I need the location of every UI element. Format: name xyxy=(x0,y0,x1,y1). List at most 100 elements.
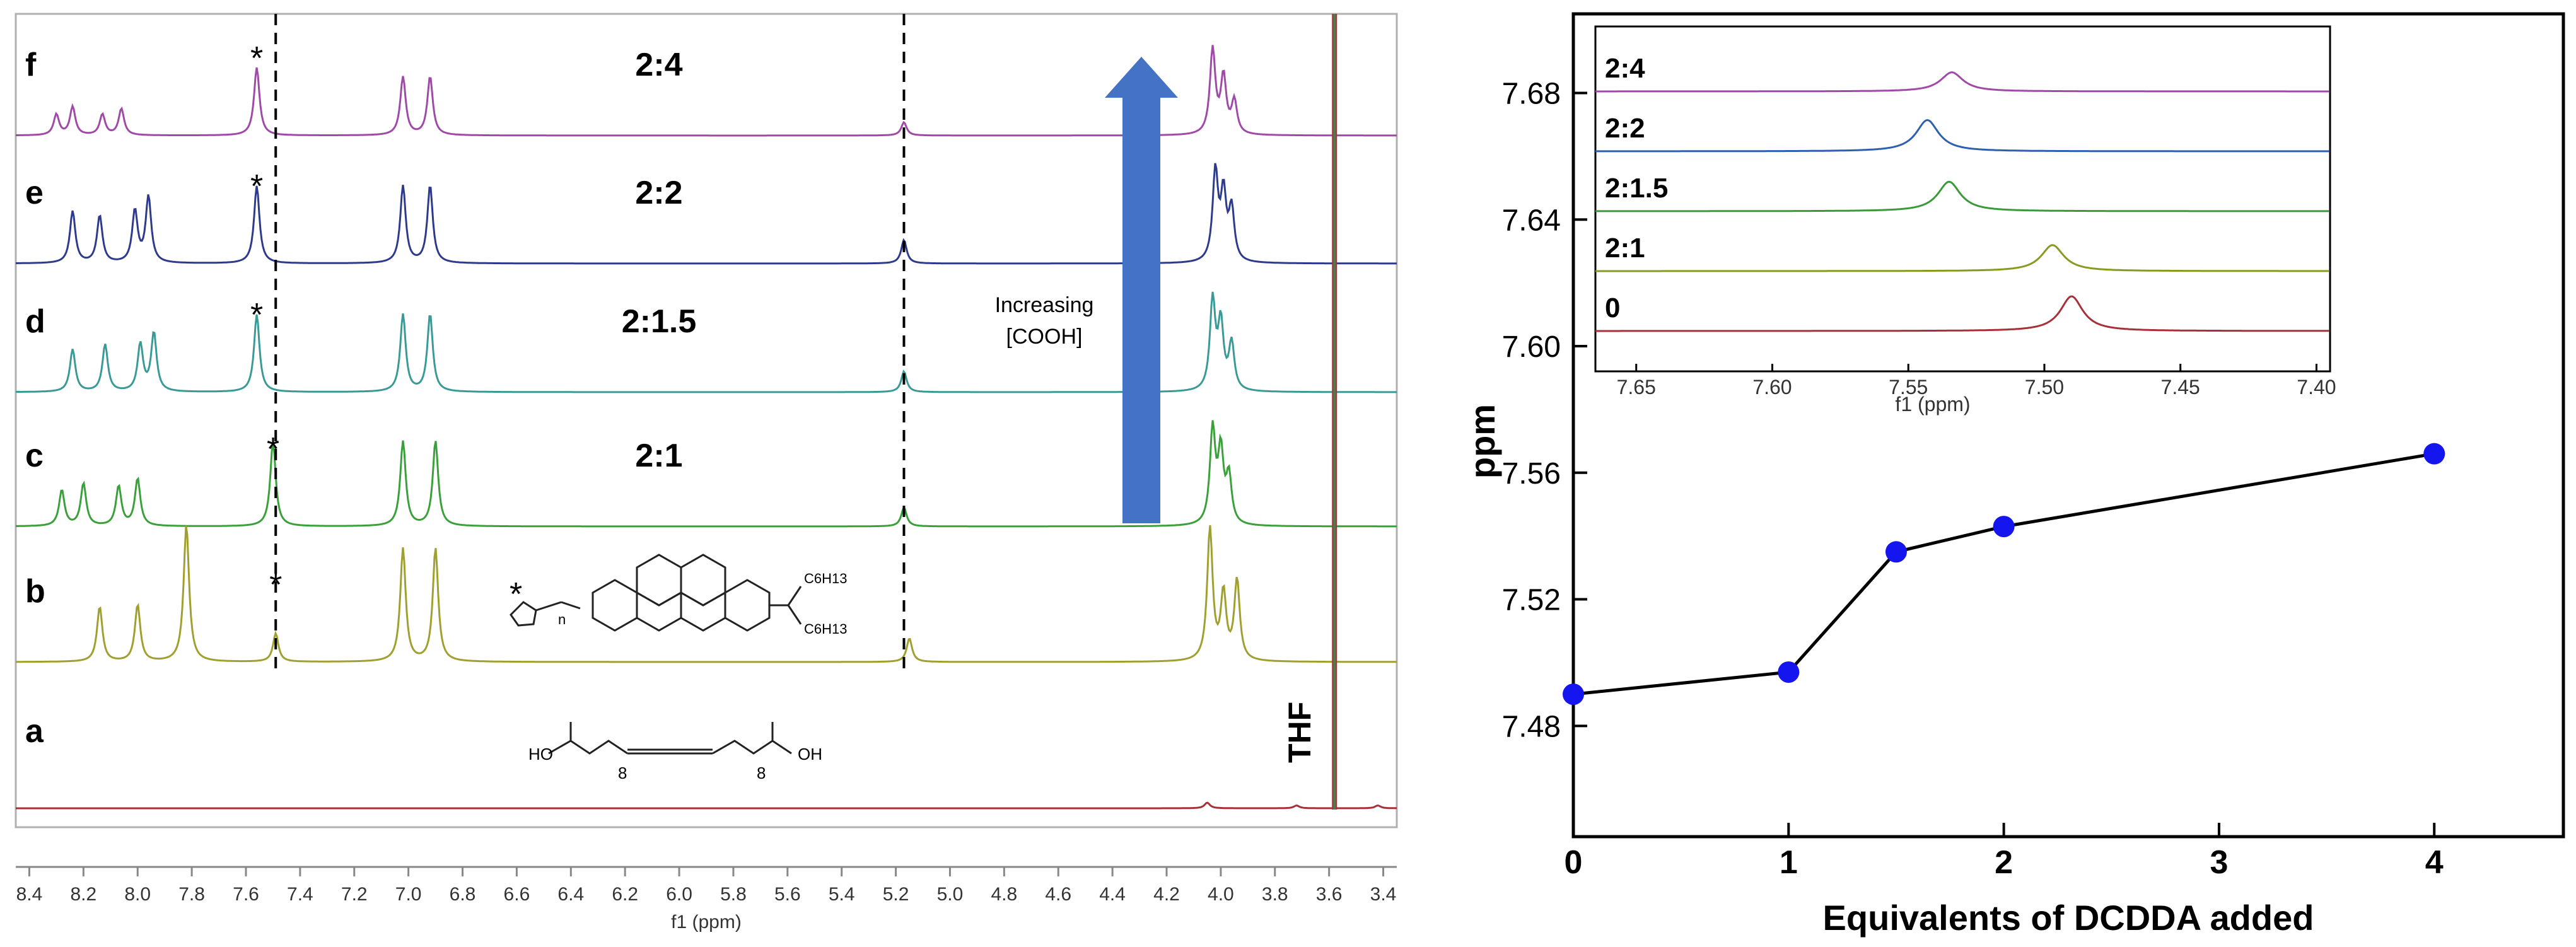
nmr-tick-label-7.4: 7.4 xyxy=(287,884,313,905)
imidazole-ring xyxy=(510,601,537,627)
alkyl-chain xyxy=(535,601,562,612)
shift-xtick-label-3: 3 xyxy=(2210,844,2228,881)
trace-label-c: c xyxy=(25,438,44,474)
spectrum-a xyxy=(16,801,1397,810)
dcdda-ho: HO xyxy=(528,745,553,764)
nmr-tick-label-3.8: 3.8 xyxy=(1262,884,1288,905)
pdi-c6h13-bottom: C6H13 xyxy=(804,621,847,637)
shift-point-3 xyxy=(1993,516,2015,538)
nmr-tick-label-6.4: 6.4 xyxy=(557,884,584,905)
thf-label: THF xyxy=(1282,702,1317,763)
arrow-shaft xyxy=(1122,95,1160,523)
shift-point-2 xyxy=(1885,541,1907,563)
trace-label-b: b xyxy=(25,573,45,610)
nmr-tick-label-7.6: 7.6 xyxy=(233,884,259,905)
chemical-shift-chart: 7.48 7.52 7.56 7.60 7.64 7.68 0 1 2 3 4 ppm Equiv… xyxy=(1462,12,2565,938)
arrow-label-line1: Increasing xyxy=(995,293,1094,317)
nmr-tick-label-6.0: 6.0 xyxy=(666,884,692,905)
star-marker-d: * xyxy=(250,297,263,334)
inset-tick-label-7.60: 7.60 xyxy=(1752,376,1792,398)
inset-trace-3 xyxy=(1595,244,2329,272)
perylene-core xyxy=(592,554,771,632)
spectrum-c xyxy=(16,420,1397,528)
shift-ytick-label-7.56: 7.56 xyxy=(1502,457,1561,491)
nmr-tick-label-4.0: 4.0 xyxy=(1208,884,1234,905)
shift-ytick-label-7.64: 7.64 xyxy=(1502,204,1561,237)
shift-x-axis-label: Equivalents of DCDDA added xyxy=(1823,898,2314,938)
ratio-label-e: 2:2 xyxy=(635,175,682,211)
dcdda-structure xyxy=(548,722,792,755)
inset-label-1: 2:2 xyxy=(1605,113,1645,144)
nmr-tick-label-5.6: 5.6 xyxy=(774,884,801,905)
nmr-tick-label-3.4: 3.4 xyxy=(1370,884,1397,905)
nmr-tick-label-4.8: 4.8 xyxy=(991,884,1017,905)
trace-label-d: d xyxy=(25,303,45,340)
shift-point-4 xyxy=(2423,443,2445,465)
thf-peak-overlay xyxy=(1333,14,1336,810)
ratio-label-d: 2:1.5 xyxy=(622,303,697,340)
inset-label-0: 2:4 xyxy=(1605,53,1645,84)
inset-tick-label-7.55: 7.55 xyxy=(1889,376,1928,398)
inset-trace-4 xyxy=(1595,295,2329,332)
shift-point-1 xyxy=(1778,661,1800,683)
inset-tick-label-7.65: 7.65 xyxy=(1617,376,1656,398)
nmr-x-axis-label: f1 (ppm) xyxy=(671,912,742,932)
nmr-tick-label-6.8: 6.8 xyxy=(450,884,476,905)
spectrum-f xyxy=(16,45,1397,137)
nmr-tick-label-5.8: 5.8 xyxy=(720,884,747,905)
nmr-plot-frame xyxy=(15,13,1398,828)
nmr-tick-label-7.0: 7.0 xyxy=(395,884,422,905)
dcdda-subscript-right: 8 xyxy=(757,764,766,782)
inset-frame xyxy=(1594,25,2331,373)
trace-label-f: f xyxy=(25,47,37,83)
shift-plot-panel: 7.48 7.52 7.56 7.60 7.64 7.68 0 1 2 3 4 ppm Equiv… xyxy=(1413,0,2576,944)
arrow-head xyxy=(1105,57,1178,98)
ratio-label-c: 2:1 xyxy=(635,438,682,474)
nmr-tick-label-5.4: 5.4 xyxy=(829,884,855,905)
inset-x-axis-label: f1 (ppm) xyxy=(1895,393,1970,415)
star-marker-c: * xyxy=(267,431,279,468)
spectrum-b xyxy=(16,525,1397,663)
shift-ytick-label-7.52: 7.52 xyxy=(1502,584,1561,617)
inset-tick-label-7.40: 7.40 xyxy=(2297,376,2336,398)
pdi-c6h13-top: C6H13 xyxy=(804,571,847,586)
inset-label-3: 2:1 xyxy=(1605,233,1645,264)
shift-y-axis-label: ppm xyxy=(1462,404,1502,479)
inset-label-2: 2:1.5 xyxy=(1605,173,1668,204)
inset-tick-label-7.45: 7.45 xyxy=(2161,376,2200,398)
nmr-tick-label-5.2: 5.2 xyxy=(883,884,909,905)
inset-tick-label-7.50: 7.50 xyxy=(2025,376,2064,398)
shift-xtick-label-0: 0 xyxy=(1565,844,1583,881)
pdi-star: * xyxy=(510,576,522,613)
nmr-tick-label-8.2: 8.2 xyxy=(70,884,96,905)
nmr-tick-label-4.6: 4.6 xyxy=(1045,884,1071,905)
nmr-tick-label-8.0: 8.0 xyxy=(124,884,151,905)
dcdda-oh: OH xyxy=(798,745,822,764)
shift-xtick-label-4: 4 xyxy=(2425,844,2444,881)
arrow-label-line2: [COOH] xyxy=(1006,325,1083,349)
shift-ytick-label-7.68: 7.68 xyxy=(1502,77,1561,110)
nmr-tick-label-5.0: 5.0 xyxy=(937,884,964,905)
nmr-tick-label-4.2: 4.2 xyxy=(1153,884,1180,905)
nmr-tick-label-6.6: 6.6 xyxy=(504,884,530,905)
spectrum-d xyxy=(16,291,1397,393)
nmr-spectra-chart: f 2:4 * e 2:2 * d 2:1.5 * c 2:1 * b * a Increasing [CO… xyxy=(15,13,1398,932)
inset-trace-0 xyxy=(1595,71,2329,93)
star-marker-f: * xyxy=(250,40,263,77)
trace-label-a: a xyxy=(25,713,44,750)
spectrum-e xyxy=(15,163,1397,265)
nmr-tick-label-4.4: 4.4 xyxy=(1099,884,1126,905)
nmr-spectra-panel: f 2:4 * e 2:2 * d 2:1.5 * c 2:1 * b * a Increasing [CO… xyxy=(15,13,1398,932)
inset-label-4: 0 xyxy=(1605,293,1620,323)
inset-trace-1 xyxy=(1595,119,2329,153)
star-marker-e: * xyxy=(250,168,263,205)
pdi-subscript-n: n xyxy=(558,612,566,627)
nmr-tick-label-7.8: 7.8 xyxy=(178,884,205,905)
shift-ytick-label-7.60: 7.60 xyxy=(1502,330,1561,364)
shift-point-0 xyxy=(1563,683,1584,706)
nmr-tick-label-8.4: 8.4 xyxy=(16,884,43,905)
nmr-tick-label-6.2: 6.2 xyxy=(612,884,638,905)
trace-label-e: e xyxy=(25,175,44,211)
inset-trace-2 xyxy=(1595,180,2329,212)
shift-xtick-label-2: 2 xyxy=(1995,844,2013,881)
